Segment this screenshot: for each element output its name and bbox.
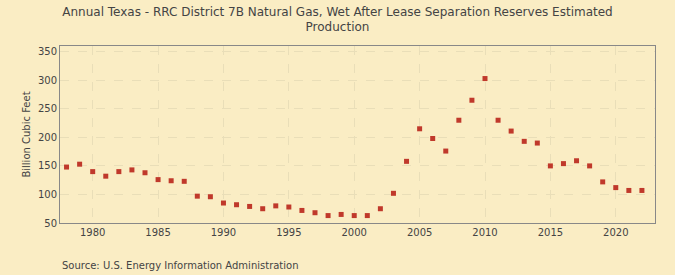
svg-text:1980: 1980 xyxy=(80,227,105,238)
svg-text:150: 150 xyxy=(38,160,57,171)
svg-text:1995: 1995 xyxy=(276,227,301,238)
svg-text:300: 300 xyxy=(38,75,57,86)
svg-text:1990: 1990 xyxy=(211,227,236,238)
svg-text:2000: 2000 xyxy=(342,227,367,238)
svg-text:2020: 2020 xyxy=(603,227,628,238)
svg-text:350: 350 xyxy=(38,46,57,57)
svg-text:50: 50 xyxy=(44,218,57,229)
svg-text:1985: 1985 xyxy=(145,227,170,238)
svg-text:Source: U.S. Energy Informatio: Source: U.S. Energy Information Administ… xyxy=(62,260,299,271)
svg-text:Annual Texas - RRC District 7B: Annual Texas - RRC District 7B Natural G… xyxy=(62,5,612,35)
svg-text:200: 200 xyxy=(38,132,57,143)
svg-text:2005: 2005 xyxy=(407,227,432,238)
svg-text:2015: 2015 xyxy=(538,227,563,238)
svg-text:2010: 2010 xyxy=(472,227,497,238)
svg-text:100: 100 xyxy=(38,189,57,200)
svg-text:Billion Cubic Feet: Billion Cubic Feet xyxy=(21,91,32,177)
svg-text:250: 250 xyxy=(38,103,57,114)
